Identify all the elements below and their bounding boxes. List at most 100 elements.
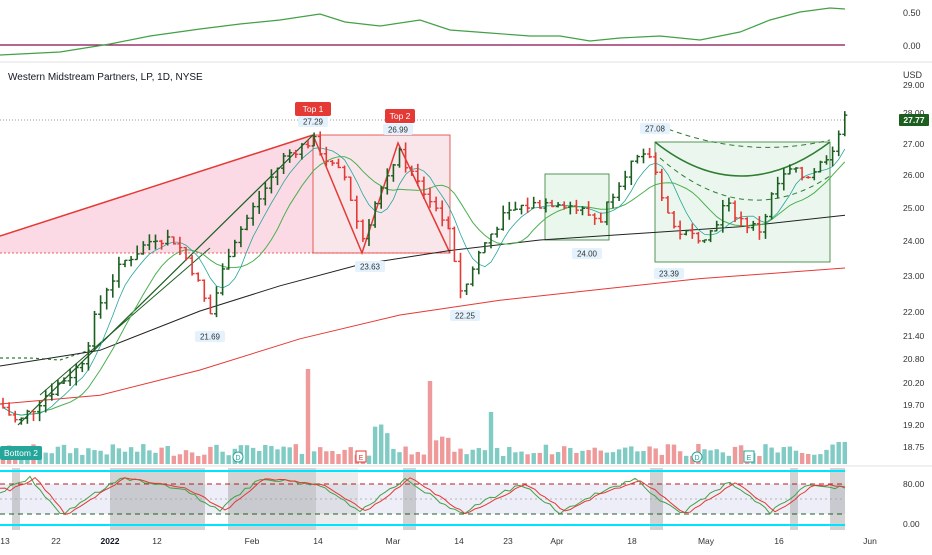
ohlc-bar	[653, 152, 659, 176]
ohlc-bar	[738, 211, 744, 227]
dividend-marker[interactable]	[691, 451, 703, 463]
ohlc-bar	[476, 250, 482, 275]
ohlc-bar	[311, 132, 317, 147]
ohlc-bar	[763, 213, 768, 239]
cup-upper-dash	[659, 125, 831, 148]
volume-bar	[610, 452, 616, 464]
dividend-markers[interactable]: D D E E	[232, 450, 755, 463]
time-label: 12	[152, 536, 162, 546]
ohlc-bar	[378, 186, 384, 209]
earnings-marker[interactable]	[355, 450, 367, 463]
volume-bar	[177, 454, 183, 464]
volume-bar	[647, 446, 652, 464]
ohlc-bar	[183, 246, 189, 261]
top-oscillator-pane: 0.50 0.00	[0, 7, 921, 56]
volume-bar	[604, 452, 610, 464]
volume-bar	[555, 452, 561, 464]
ohlc-bar	[110, 274, 116, 298]
ohlc-bar	[403, 142, 409, 173]
ohlc-bar	[275, 167, 280, 186]
ohlc-bar	[531, 196, 537, 209]
volume-bar	[738, 445, 744, 464]
volume-bar	[159, 447, 164, 464]
time-label: Mar	[386, 536, 401, 546]
ohlc-bar	[262, 182, 268, 206]
moving-average-red	[0, 267, 846, 405]
ohlc-bar	[793, 167, 799, 173]
volume-bar	[818, 454, 823, 464]
volume-bar	[659, 454, 664, 464]
volume-bar	[446, 437, 451, 464]
ohlc-bar	[537, 199, 543, 209]
cup-lower-dash	[659, 157, 831, 201]
dividend-marker[interactable]	[232, 451, 244, 463]
time-label: 14	[454, 536, 464, 546]
volume-bar	[488, 412, 494, 464]
volume-bar	[830, 444, 835, 464]
volume-bar	[641, 451, 646, 464]
time-label: Feb	[245, 536, 260, 546]
ohlc-bar	[689, 223, 695, 239]
volume-bar	[494, 447, 500, 464]
volume-bar	[385, 433, 390, 464]
ohlc-bar	[561, 201, 567, 210]
volume-bar	[305, 369, 311, 464]
ohlc-bar	[305, 140, 311, 149]
ohlc-bar	[92, 310, 97, 351]
ohlc-bar	[781, 168, 787, 191]
volume-bar	[702, 449, 707, 464]
top-osc-tick-000: 0.00	[903, 41, 921, 51]
ohlc-bar	[714, 220, 720, 232]
volume-bar	[635, 451, 640, 464]
volume-bar	[379, 424, 384, 464]
volume-bar	[629, 446, 634, 464]
price-pane: Western Midstream Partners, LP, 1D, NYSE…	[0, 70, 923, 464]
volume-bar	[49, 453, 54, 464]
ohlc-bar	[238, 226, 244, 248]
time-label: 22	[51, 536, 61, 546]
ohlc-bar	[830, 146, 836, 167]
triangle-pattern	[0, 135, 313, 253]
ohlc-bar	[171, 236, 177, 245]
volume-bar	[458, 448, 463, 464]
ohlc-bar	[482, 242, 488, 254]
volume-bar	[763, 444, 768, 464]
time-axis[interactable]: 13 22 2022 12 Feb 14 Mar 14 23 Apr 18 Ma…	[0, 536, 877, 546]
svg-text:E: E	[747, 455, 752, 462]
volume-bar	[549, 454, 555, 464]
earnings-marker[interactable]	[743, 450, 755, 463]
volume-bars	[0, 369, 847, 464]
level-label: 22.25	[455, 312, 476, 321]
price-axis[interactable]: 29.00 28.00 27.00 26.00 25.00 24.00 23.0…	[899, 80, 929, 452]
ohlc-bar	[610, 193, 616, 209]
volume-bar	[787, 446, 793, 464]
ohlc-bar	[695, 231, 701, 244]
volume-bar	[452, 451, 457, 464]
ohlc-bar	[842, 111, 848, 137]
volume-bar	[775, 452, 780, 464]
volume-bar	[598, 450, 603, 464]
cup-curve	[654, 141, 831, 177]
price-tick: 20.20	[903, 378, 925, 388]
ohlc-bar	[0, 397, 6, 409]
ohlc-bar	[421, 176, 427, 199]
volume-bar	[86, 448, 91, 464]
ohlc-bar	[567, 201, 573, 215]
ohlc-bar	[622, 170, 628, 190]
ohlc-bar	[409, 165, 415, 176]
volume-bar	[708, 450, 713, 464]
ohlc-bar	[189, 255, 195, 276]
ohlc-bar	[641, 148, 646, 164]
volume-bar	[684, 455, 689, 464]
ohlc-bar	[488, 233, 494, 249]
volume-bar	[440, 436, 445, 464]
volume-bar	[726, 455, 732, 464]
volume-bar	[92, 450, 97, 464]
ohlc-bar	[159, 239, 165, 250]
price-tick: 19.70	[903, 400, 925, 410]
top-osc-tick-050: 0.50	[903, 8, 921, 18]
ohlc-bar	[366, 219, 372, 246]
svg-text:E: E	[359, 455, 364, 462]
